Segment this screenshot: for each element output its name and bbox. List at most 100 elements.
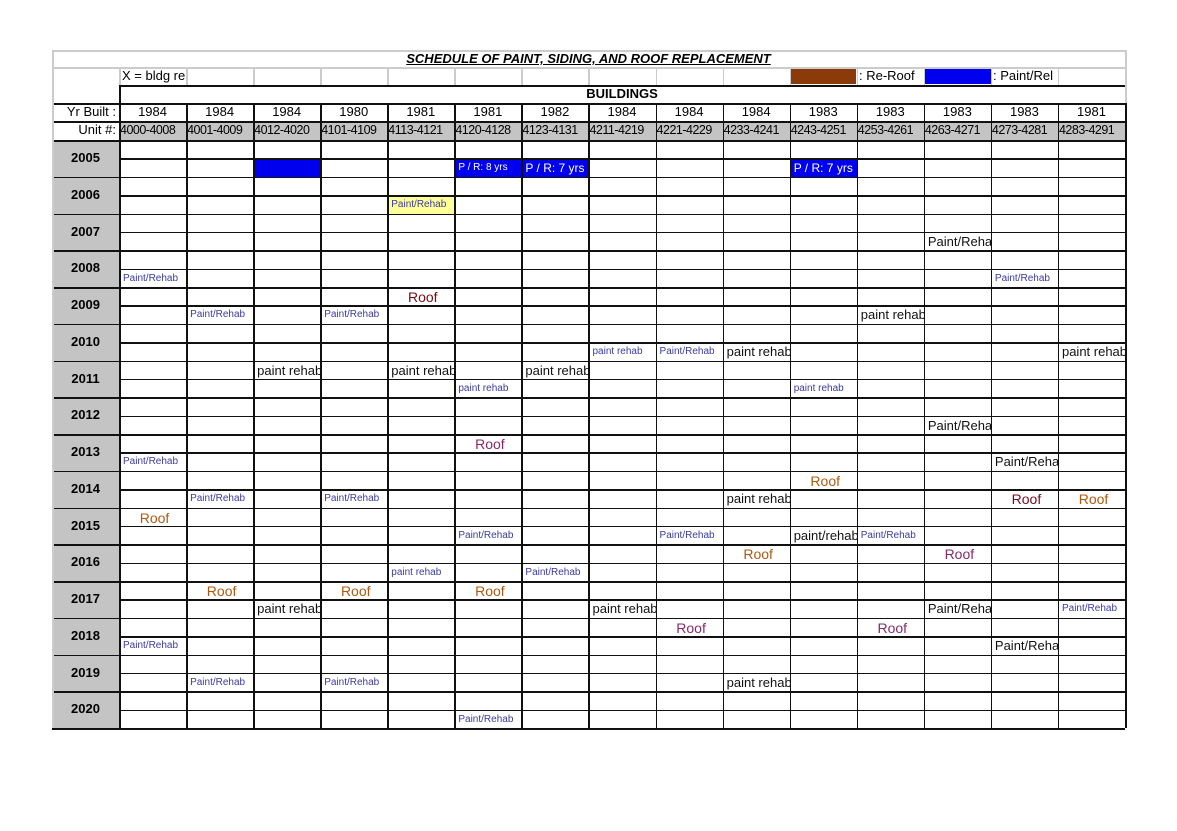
unit-cell[interactable]: 4123-4131 bbox=[522, 123, 578, 137]
schedule-cell[interactable]: Paint/Rehab bbox=[190, 493, 246, 505]
year-label: 2017 bbox=[71, 591, 100, 606]
schedule-cell[interactable]: Roof bbox=[139, 509, 170, 526]
schedule-cell[interactable]: P / R: 7 yrs bbox=[790, 159, 857, 177]
schedule-cell[interactable]: Roof bbox=[340, 583, 371, 599]
schedule-cell[interactable]: P / R: 7 yrs bbox=[522, 159, 589, 177]
year-label: 2008 bbox=[71, 260, 100, 276]
schedule-cell[interactable]: Paint/Rehab bbox=[123, 456, 179, 468]
unit-cell[interactable]: 4113-4121 bbox=[388, 123, 443, 137]
schedule-cell[interactable]: Paint/Rehab bbox=[324, 493, 380, 505]
unit-cell[interactable]: 4001-4009 bbox=[187, 123, 243, 137]
unit-cell[interactable]: 4253-4261 bbox=[857, 123, 914, 137]
year-label: 2010 bbox=[71, 333, 100, 349]
grid-line bbox=[454, 67, 456, 85]
schedule-cell[interactable]: Paint/Rehab bbox=[994, 272, 1050, 284]
year-label: 2015 bbox=[71, 517, 100, 533]
schedule-cell[interactable]: paint rehab bbox=[525, 362, 589, 378]
schedule-cell[interactable]: Paint/Rehab bbox=[190, 676, 246, 688]
schedule-cell[interactable]: Paint/Rehab bbox=[927, 601, 991, 617]
unit-cell[interactable]: 4211-4219 bbox=[589, 123, 644, 137]
schedule-cell[interactable]: Roof bbox=[743, 546, 773, 563]
legend-paint-label: : Paint/Rel bbox=[993, 68, 1053, 83]
schedule-cell[interactable]: Roof bbox=[206, 583, 237, 599]
unit-cell[interactable]: 4221-4229 bbox=[656, 123, 713, 137]
schedule-cell[interactable]: Roof bbox=[676, 619, 706, 636]
schedule-cell[interactable]: Paint/Rehab bbox=[388, 196, 455, 214]
schedule-cell[interactable]: Paint/Rehab bbox=[927, 417, 991, 433]
grid-line bbox=[119, 342, 1125, 344]
schedule-cell[interactable]: paint rehab bbox=[726, 491, 790, 507]
schedule-cell[interactable]: paint rehab bbox=[458, 382, 509, 394]
year-label: 2016 bbox=[71, 554, 100, 570]
schedule-cell[interactable]: paint rehab bbox=[793, 382, 844, 394]
unit-row-bg bbox=[119, 121, 1125, 140]
schedule-cell[interactable]: Paint/Rehab bbox=[659, 346, 715, 358]
schedule-cell[interactable]: paint rehab bbox=[257, 601, 321, 617]
schedule-cell[interactable]: Paint/Rehab bbox=[927, 233, 991, 249]
yr-built-cell: 1981 bbox=[406, 104, 436, 119]
schedule-cell[interactable]: Paint/Rehab bbox=[994, 638, 1058, 654]
schedule-cell[interactable]: Paint/Rehab bbox=[190, 309, 246, 321]
schedule-cell[interactable]: Paint/Rehab bbox=[458, 713, 514, 725]
schedule-cell[interactable]: Roof bbox=[475, 436, 505, 452]
schedule-cell[interactable]: paint rehab bbox=[391, 566, 442, 578]
grid-line bbox=[119, 305, 1125, 307]
schedule-cell[interactable]: Roof bbox=[1078, 491, 1109, 508]
unit-cell[interactable]: 4012-4020 bbox=[254, 123, 310, 137]
schedule-cell[interactable]: paint rehab bbox=[860, 307, 924, 323]
schedule-cell[interactable]: Paint/Rehab bbox=[324, 309, 380, 321]
schedule-cell[interactable]: paint rehab bbox=[257, 362, 321, 378]
grid-line bbox=[387, 103, 389, 728]
grid-line bbox=[320, 67, 322, 85]
unit-cell[interactable]: 4233-4241 bbox=[723, 123, 780, 137]
unit-cell[interactable]: 4283-4291 bbox=[1058, 123, 1115, 137]
note-text: X = bldg re bbox=[122, 68, 186, 83]
schedule-cell[interactable]: Roof bbox=[944, 546, 975, 563]
schedule-cell[interactable]: Paint/Rehab bbox=[659, 529, 715, 541]
schedule-cell[interactable]: paint rehab bbox=[726, 344, 790, 360]
unit-cell[interactable]: 4263-4271 bbox=[924, 123, 981, 137]
schedule-cell[interactable]: Roof bbox=[475, 583, 505, 599]
legend-paint-swatch bbox=[925, 68, 991, 84]
schedule-cell[interactable]: paint rehab bbox=[592, 346, 643, 358]
schedule-cell[interactable]: Paint/Rehab bbox=[860, 529, 916, 541]
schedule-cell[interactable]: Roof bbox=[810, 472, 840, 489]
schedule-cell[interactable]: Paint/Rehab bbox=[525, 566, 581, 578]
grid-line bbox=[119, 562, 1125, 565]
unit-cell[interactable]: 4000-4008 bbox=[120, 123, 176, 137]
unit-cell[interactable]: 4120-4128 bbox=[455, 123, 511, 137]
buildings-header: BUILDINGS bbox=[586, 86, 658, 101]
grid-line bbox=[588, 103, 590, 728]
schedule-cell[interactable]: paint rehab bbox=[391, 362, 455, 378]
grid-line bbox=[119, 195, 1125, 197]
schedule-cell[interactable] bbox=[254, 159, 321, 177]
grid-line bbox=[119, 231, 1125, 234]
schedule-cell[interactable]: Paint/Rehab bbox=[123, 272, 179, 284]
schedule-cell[interactable]: Paint/Rehab bbox=[994, 454, 1058, 470]
unit-label: Unit #: bbox=[78, 122, 116, 137]
yr-built-cell: 1983 bbox=[942, 104, 972, 119]
unit-cell[interactable]: 4273-4281 bbox=[991, 123, 1048, 137]
schedule-cell[interactable]: paint rehab bbox=[726, 674, 790, 690]
grid-line bbox=[119, 636, 1125, 638]
schedule-cell[interactable]: P / R: 8 yrs bbox=[455, 159, 522, 177]
yr-built-cell: 1980 bbox=[339, 104, 369, 119]
yr-built-cell: 1981 bbox=[473, 104, 503, 119]
schedule-cell[interactable]: paint rehab bbox=[592, 601, 656, 617]
schedule-cell[interactable]: Paint/Rehab bbox=[324, 676, 380, 688]
schedule-cell[interactable]: Paint/Rehab bbox=[458, 529, 514, 541]
year-label: 2018 bbox=[71, 627, 100, 643]
grid-line bbox=[521, 67, 523, 85]
unit-cell[interactable]: 4101-4109 bbox=[321, 123, 377, 137]
year-label: 2005 bbox=[71, 150, 100, 165]
schedule-cell[interactable]: Roof bbox=[877, 619, 908, 636]
schedule-cell[interactable]: paint rehab bbox=[1061, 344, 1126, 360]
schedule-cell[interactable]: Roof bbox=[1011, 491, 1042, 508]
schedule-cell[interactable]: Paint/Rehab bbox=[1061, 603, 1118, 615]
grid-line bbox=[253, 103, 255, 728]
unit-cell[interactable]: 4243-4251 bbox=[790, 123, 847, 137]
schedule-cell[interactable]: paint/rehab bbox=[793, 527, 857, 543]
year-label: 2007 bbox=[71, 223, 100, 239]
schedule-cell[interactable]: Roof bbox=[408, 289, 438, 305]
schedule-cell[interactable]: Paint/Rehab bbox=[123, 640, 179, 652]
